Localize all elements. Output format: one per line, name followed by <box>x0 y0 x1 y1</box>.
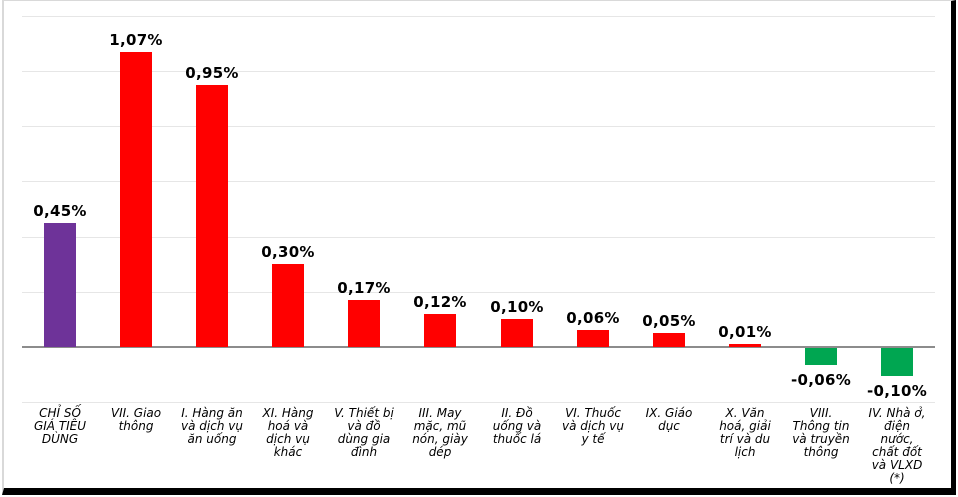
bar <box>805 348 837 365</box>
gridline <box>22 402 935 403</box>
value-label: 0,30% <box>261 243 315 261</box>
value-label: 0,06% <box>566 309 620 327</box>
value-label: 1,07% <box>109 31 163 49</box>
category-label: VI. Thuốc và dịch vụ y tế <box>562 406 624 446</box>
category-label: X. Văn hoá, giải trí và du lịch <box>719 406 771 459</box>
category-label: IV. Nhà ở, điện nước, chất đốt và VLXD (… <box>868 406 926 485</box>
category-label: III. May mặc, mũ nón, giày dép <box>412 406 468 459</box>
value-label: 0,45% <box>33 202 87 220</box>
bar <box>881 348 913 376</box>
bar <box>729 344 761 347</box>
gridline <box>22 237 935 238</box>
value-label: 0,17% <box>337 279 391 297</box>
value-label: 0,05% <box>642 312 696 330</box>
value-label: -0,06% <box>790 371 852 389</box>
bar <box>120 52 152 347</box>
category-label: VIII. Thông tin và truyền thông <box>792 406 850 459</box>
gridline <box>22 292 935 293</box>
gridline <box>22 16 935 17</box>
category-label: CHỈ SỐ GIÁ TIÊU DÙNG <box>33 406 87 446</box>
category-label: I. Hàng ăn và dịch vụ ăn uống <box>181 406 243 446</box>
value-label: 0,10% <box>490 298 544 316</box>
bar <box>272 264 304 347</box>
x-axis-line <box>22 346 935 348</box>
category-label: XI. Hàng hoá và dịch vụ khác <box>262 406 314 459</box>
gridline <box>22 181 935 182</box>
category-label: VII. Giao thông <box>110 406 162 433</box>
category-label: II. Đồ uống và thuốc lá <box>492 406 542 446</box>
bar <box>348 300 380 347</box>
gridline <box>22 126 935 127</box>
gridline <box>22 71 935 72</box>
value-label: -0,10% <box>866 382 928 400</box>
bar <box>501 319 533 347</box>
bar <box>577 330 609 347</box>
value-label: 0,95% <box>185 64 239 82</box>
category-label: V. Thiết bị và đồ dùng gia đình <box>334 406 394 459</box>
category-label: IX. Giáo dục <box>645 406 693 433</box>
bar <box>44 223 76 347</box>
value-label: 0,12% <box>413 293 467 311</box>
bar <box>653 333 685 347</box>
bar <box>196 85 228 347</box>
bar <box>424 314 456 347</box>
value-label: 0,01% <box>718 323 772 341</box>
